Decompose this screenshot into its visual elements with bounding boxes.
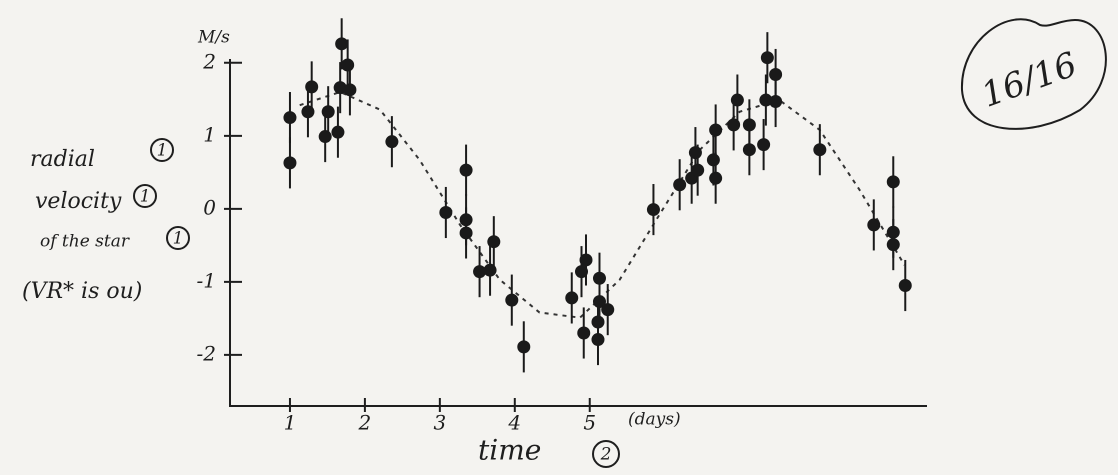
point (647, 203, 660, 216)
point (709, 172, 722, 185)
point (591, 333, 604, 346)
point (335, 37, 348, 50)
score: 1 (173, 229, 184, 249)
y-label-line: velocity (35, 189, 122, 214)
point (343, 83, 356, 96)
y-tick-label: 0 (203, 195, 216, 219)
point (322, 105, 335, 118)
x-tick-label: 2 (358, 411, 372, 435)
point (813, 143, 826, 156)
x-label: time (478, 434, 541, 467)
point (689, 146, 702, 159)
point (743, 143, 756, 156)
point (439, 206, 452, 219)
point (601, 303, 614, 316)
point (283, 156, 296, 169)
y-tick-label: 2 (202, 49, 216, 73)
point (731, 94, 744, 107)
y-tick-label: -1 (197, 268, 216, 292)
point (577, 326, 590, 339)
x-tick-label: 4 (507, 411, 521, 435)
point (709, 123, 722, 136)
score: 1 (157, 141, 168, 161)
point (769, 95, 782, 108)
x-unit: (days) (628, 410, 681, 430)
point (579, 253, 592, 266)
point (887, 175, 900, 188)
point (565, 291, 578, 304)
score: 2 (600, 445, 612, 465)
point (691, 164, 704, 177)
point (460, 226, 473, 239)
point (385, 135, 398, 148)
y-label-line: radial (30, 147, 95, 172)
point (867, 218, 880, 231)
x-tick-label: 3 (433, 411, 446, 435)
y-tick-label: -2 (197, 341, 216, 365)
point (341, 59, 354, 72)
score: 1 (140, 187, 151, 207)
point (757, 138, 770, 151)
y-tick-label: 1 (203, 122, 216, 146)
x-tick-label: 1 (284, 411, 297, 435)
point (505, 294, 518, 307)
point (460, 164, 473, 177)
point (305, 80, 318, 93)
point (707, 153, 720, 166)
point (887, 238, 900, 251)
note: (VR* is ou) (22, 279, 142, 304)
point (673, 178, 686, 191)
point (517, 340, 530, 353)
point (331, 126, 344, 139)
point (319, 130, 332, 143)
y-unit: M/s (197, 28, 230, 48)
point (761, 51, 774, 64)
chart: M/s radial velocity of the star 1 1 1 (V… (0, 0, 1118, 475)
x-tick-label: 5 (583, 411, 596, 435)
point (899, 279, 912, 292)
y-label-line: of the star (40, 232, 130, 252)
point (487, 235, 500, 248)
point (283, 111, 296, 124)
